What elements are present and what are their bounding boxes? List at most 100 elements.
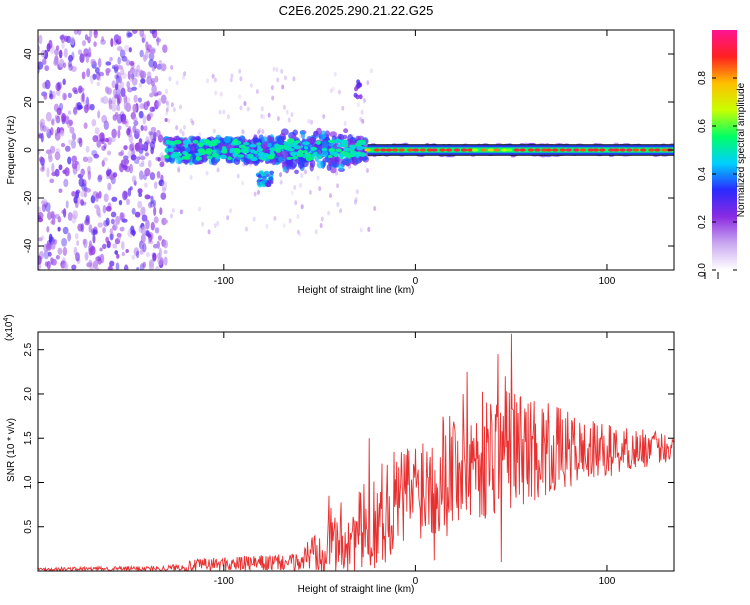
heatmap-cell <box>38 217 44 223</box>
heatmap-cell <box>163 256 168 266</box>
heatmap-cell <box>343 151 350 157</box>
heatmap-cell <box>103 120 109 131</box>
heatmap-cell <box>150 195 154 205</box>
heatmap-cell <box>179 104 183 110</box>
heatmap-cell <box>81 40 87 47</box>
heatmap-cell <box>106 169 111 176</box>
heatmap-cell <box>156 36 160 46</box>
heatmap-cell <box>320 130 327 140</box>
heatmap-cell <box>149 172 156 181</box>
heatmap-cell <box>131 254 136 260</box>
heatmap-cell <box>467 148 474 152</box>
heatmap-cell <box>75 252 80 262</box>
heatmap-cell <box>106 87 112 95</box>
heatmap-cell <box>355 189 359 195</box>
heatmap-cell <box>343 128 349 134</box>
heatmap-cell <box>96 81 101 87</box>
heatmap-cell <box>102 157 108 162</box>
heatmap-cell <box>65 200 69 209</box>
heatmap-cell <box>292 155 298 160</box>
heatmap-cell <box>54 48 59 56</box>
heatmap-cell <box>534 148 541 152</box>
heatmap-cell <box>229 77 233 83</box>
heatmap-cell <box>82 156 89 163</box>
heatmap-cell <box>101 159 105 167</box>
heatmap-cell <box>282 223 286 229</box>
heatmap-cell <box>302 150 308 154</box>
heatmap-cell <box>78 87 85 93</box>
heatmap-cell <box>72 107 78 115</box>
heatmap-cell <box>299 158 304 167</box>
heatmap-cell <box>220 149 228 154</box>
colorbar-ticks: 0.0 0.2 0.4 0.6 0.8 <box>697 71 737 279</box>
heatmap-cell <box>105 61 112 66</box>
heatmap-cell <box>40 167 45 172</box>
heatmap-marks <box>38 30 674 270</box>
heatmap-cell <box>138 110 144 119</box>
heatmap-cell <box>71 51 75 60</box>
heatmap-cell <box>153 131 157 142</box>
heatmap-cell <box>154 227 160 234</box>
heatmap-cell <box>145 219 150 230</box>
heatmap-cell <box>255 89 259 95</box>
heatmap-cell <box>45 111 52 122</box>
heatmap-cell <box>116 232 122 238</box>
heatmap-cell <box>407 148 414 152</box>
heatmap-cell <box>150 126 157 133</box>
heatmap-cell <box>109 233 114 241</box>
heatmap-cell <box>56 126 61 134</box>
heatmap-cell <box>102 227 107 234</box>
heatmap-cell <box>54 213 60 219</box>
heatmap-cell <box>131 175 137 183</box>
heatmap-cell <box>126 127 131 136</box>
heatmap-cell <box>50 210 55 219</box>
heatmap-cell <box>367 226 371 232</box>
heatmap-cell <box>110 218 115 225</box>
heatmap-cell <box>54 151 61 161</box>
heatmap-cell <box>110 38 114 48</box>
heatmap-cell <box>356 145 364 151</box>
heatmap-cell <box>233 138 238 143</box>
heatmap-cell <box>232 153 238 158</box>
heatmap-cell <box>51 118 55 126</box>
heatmap-cell <box>175 80 179 86</box>
heatmap-cell <box>127 70 131 80</box>
heatmap-cell <box>80 199 84 206</box>
heatmap-cell <box>82 201 87 206</box>
heatmap-cell <box>242 148 249 154</box>
heatmap-cell <box>206 155 213 160</box>
heatmap-cell <box>157 157 161 162</box>
heatmap-cell <box>142 242 147 253</box>
heatmap-cell <box>136 141 143 151</box>
heatmap-cell <box>145 41 149 51</box>
heatmap-cell <box>77 30 82 36</box>
snr-x-tick-label: 0 <box>413 576 419 587</box>
heatmap-cell <box>124 44 130 52</box>
heatmap-cell <box>505 148 513 152</box>
heatmap-cell <box>300 173 304 179</box>
heatmap-cell <box>128 144 134 152</box>
colorbar-tick-label: 0.4 <box>697 167 708 181</box>
heatmap-cell <box>271 95 275 101</box>
heatmap-cell <box>298 182 302 188</box>
heatmap-cell <box>163 239 169 249</box>
heatmap-cell <box>154 75 159 83</box>
heatmap-cell <box>276 77 280 83</box>
heatmap-cell <box>334 138 342 143</box>
snr-y-tick-label: 2.5 <box>23 342 34 356</box>
heatmap-cell <box>265 183 271 188</box>
heatmap-cell <box>365 168 369 174</box>
heatmap-cell <box>144 144 149 152</box>
heatmap-cell <box>313 130 319 137</box>
heatmap-cell <box>109 56 113 62</box>
heatmap-cell <box>38 255 42 265</box>
heatmap-cell <box>50 220 54 225</box>
heatmap-cell <box>214 90 218 96</box>
heatmap-cell <box>114 238 121 245</box>
heatmap-cell <box>95 256 101 262</box>
heatmap-cell <box>218 109 222 115</box>
heatmap-cell <box>111 96 117 105</box>
heatmap-cell <box>97 222 104 228</box>
heatmap-cell <box>146 114 152 122</box>
heatmap-cell <box>92 229 98 235</box>
